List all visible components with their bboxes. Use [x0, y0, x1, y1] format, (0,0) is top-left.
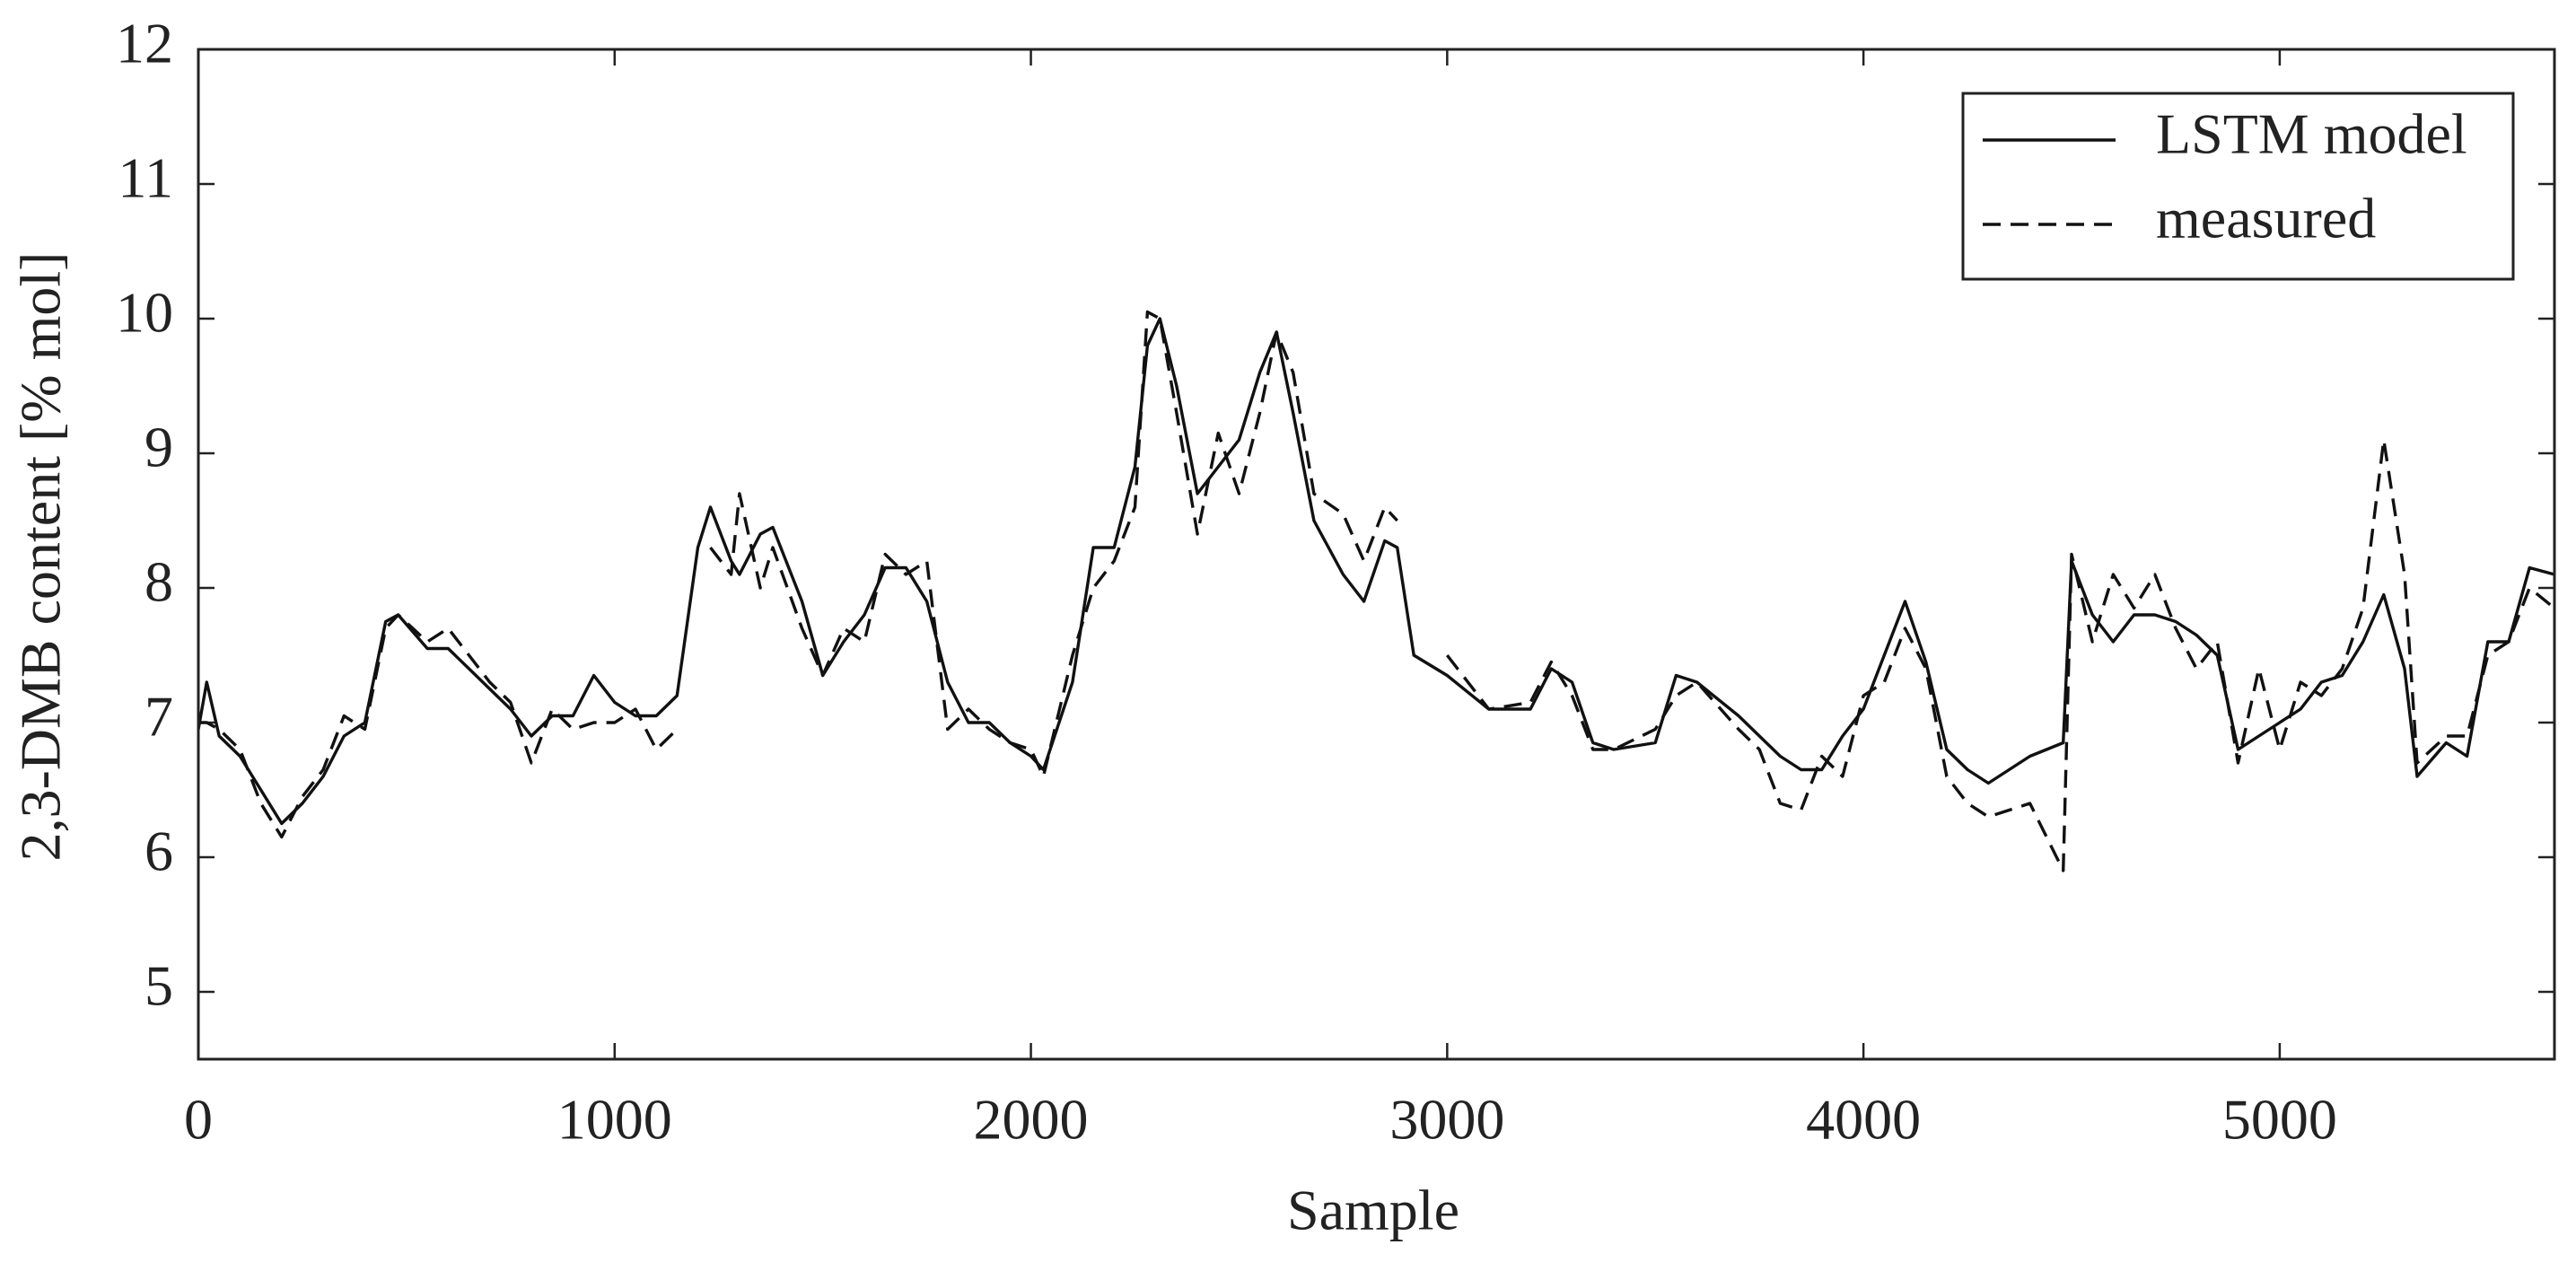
y-tick-label: 7	[145, 685, 173, 749]
y-tick-label: 5	[145, 954, 173, 1018]
y-tick-label: 12	[116, 12, 173, 75]
y-tick-label: 8	[145, 550, 173, 614]
legend-label: measured	[2156, 187, 2376, 250]
y-tick-label: 9	[145, 416, 173, 479]
legend-label: LSTM model	[2156, 102, 2467, 166]
y-tick-label: 6	[145, 820, 173, 883]
x-tick-label: 5000	[2222, 1088, 2337, 1152]
x-axis-label: Sample	[1287, 1179, 1459, 1242]
x-tick-label: 4000	[1806, 1088, 1921, 1152]
x-tick-label: 1000	[557, 1088, 672, 1152]
y-tick-label: 11	[118, 146, 173, 210]
x-tick-label: 2000	[974, 1088, 1089, 1152]
plot-frame	[197, 48, 2556, 1061]
x-tick-label: 3000	[1389, 1088, 1504, 1152]
x-tick-label: 0	[184, 1088, 213, 1152]
y-axis-label: 2,3-DMB content [% mol]	[9, 252, 73, 862]
y-tick-label: 10	[116, 281, 173, 345]
legend-box	[1961, 92, 2515, 281]
data-line	[198, 310, 2556, 872]
data-line	[197, 317, 2555, 826]
